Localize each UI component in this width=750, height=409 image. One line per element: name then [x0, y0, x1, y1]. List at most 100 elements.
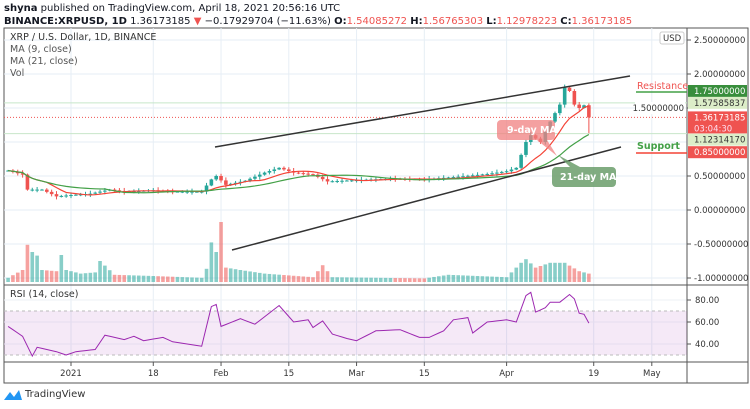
volume-bar: [228, 268, 233, 282]
volume-bar: [427, 277, 431, 282]
author: shyna: [4, 3, 38, 14]
price-label-box: [688, 111, 747, 134]
candle-body: [262, 172, 267, 175]
candle-body: [25, 174, 30, 190]
legend-title: XRP / U.S. Dollar, 1D, BINANCE: [10, 32, 157, 43]
volume-bar: [287, 275, 291, 282]
volume-bar: [190, 277, 194, 282]
candle-body: [524, 142, 528, 155]
volume-bar: [558, 262, 562, 282]
volume-bar: [432, 276, 436, 282]
candle-body: [98, 191, 102, 193]
price-tick-label: 0.50000000: [694, 172, 745, 182]
volume-bar: [340, 277, 344, 282]
candle-body: [345, 180, 349, 182]
candle-body: [88, 193, 93, 195]
candle-body: [69, 195, 73, 197]
candle-body: [485, 173, 490, 175]
tradingview-logo[interactable]: TradingView: [4, 389, 85, 400]
candle-body: [490, 173, 494, 175]
candle-body: [330, 181, 335, 183]
volume-bar: [301, 276, 306, 282]
support-label: Support: [637, 141, 680, 152]
volume-bar: [35, 255, 39, 282]
legend-vol[interactable]: Vol: [10, 68, 25, 79]
volume-bar: [11, 275, 15, 282]
volume-bar: [132, 275, 136, 282]
volume-bar: [54, 271, 59, 282]
price-label-last: 1.36173185: [694, 113, 745, 123]
price-change: −0.17929704 (−11.63%): [204, 16, 331, 27]
volume-bar: [475, 276, 480, 282]
candle-body: [199, 191, 204, 193]
volume-bar: [330, 277, 335, 282]
candle-body: [214, 176, 218, 180]
volume-bar: [40, 270, 44, 282]
candle-body: [59, 195, 64, 197]
low-label: L:: [486, 16, 497, 27]
volume-bar: [504, 277, 509, 282]
price-label-box: [688, 96, 747, 109]
volume-bar: [374, 277, 378, 282]
candle-body: [320, 176, 325, 180]
symbol-info: BINANCE:XRPUSD, 1D 1.36173185 ▼ −0.17929…: [4, 16, 632, 27]
rsi-legend[interactable]: RSI (14, close): [10, 289, 78, 301]
candle-body: [228, 183, 233, 185]
price-tick-label: 0.00000000: [694, 206, 745, 216]
volume-bar: [219, 222, 223, 282]
published-text: published on TradingView.com, April 18, …: [40, 3, 341, 14]
candle-body: [514, 167, 519, 170]
volume-bar: [161, 276, 165, 282]
low-value: 1.12978223: [496, 16, 558, 27]
candle-body: [306, 173, 310, 175]
price-tick-label: -1.00000000: [694, 274, 748, 284]
volume-bar: [224, 267, 228, 282]
candle-body: [572, 91, 577, 105]
tradingview-logo-icon: [4, 390, 22, 400]
candle-body: [272, 169, 277, 172]
legend-ma21[interactable]: MA (21, close): [10, 56, 78, 67]
candle-body: [267, 171, 272, 173]
price-label-ma9-level: 1.12314170: [694, 136, 745, 146]
volume-bar: [136, 275, 141, 282]
volume-bar: [456, 275, 460, 282]
currency-badge[interactable]: [659, 31, 685, 45]
volume-bar: [543, 264, 548, 282]
candle-body: [195, 191, 199, 193]
volume-bar: [204, 268, 209, 282]
volume-bar: [577, 271, 581, 282]
candle-body: [499, 171, 504, 173]
volume-bar: [316, 271, 320, 282]
candle-body: [180, 191, 185, 193]
rsi-tick-label: 40.00: [695, 340, 719, 350]
price-tick-label: -0.50000000: [694, 240, 748, 250]
candle-body: [582, 105, 586, 108]
volume-bar: [267, 273, 272, 282]
price-label-resistance: 1.75000000: [694, 87, 745, 97]
candle-body: [238, 181, 243, 183]
volume-bar: [524, 259, 528, 282]
candle-body: [475, 174, 480, 176]
legend-ma9[interactable]: MA (9, close): [10, 44, 72, 55]
volume-bar: [141, 275, 146, 282]
candle-body: [253, 176, 257, 179]
brand-name: TradingView: [25, 389, 86, 400]
candle-body: [40, 189, 44, 191]
volume-bar: [25, 244, 30, 282]
rsi-tick-label: 60.00: [695, 318, 719, 328]
date-tick-label: May: [643, 369, 661, 379]
volume-bar: [238, 270, 243, 282]
volume-bar: [166, 276, 170, 282]
volume-bar: [59, 255, 64, 282]
date-tick-label: 15: [419, 369, 430, 379]
volume-bar: [112, 274, 117, 282]
candle-body: [277, 167, 281, 170]
candle-body: [495, 172, 499, 174]
volume-bar: [170, 276, 175, 282]
candle-body: [185, 191, 189, 193]
volume-bar: [78, 273, 83, 282]
volume-bar: [243, 270, 248, 282]
close-value: 1.36173185: [571, 16, 633, 27]
candle-body: [470, 175, 475, 177]
